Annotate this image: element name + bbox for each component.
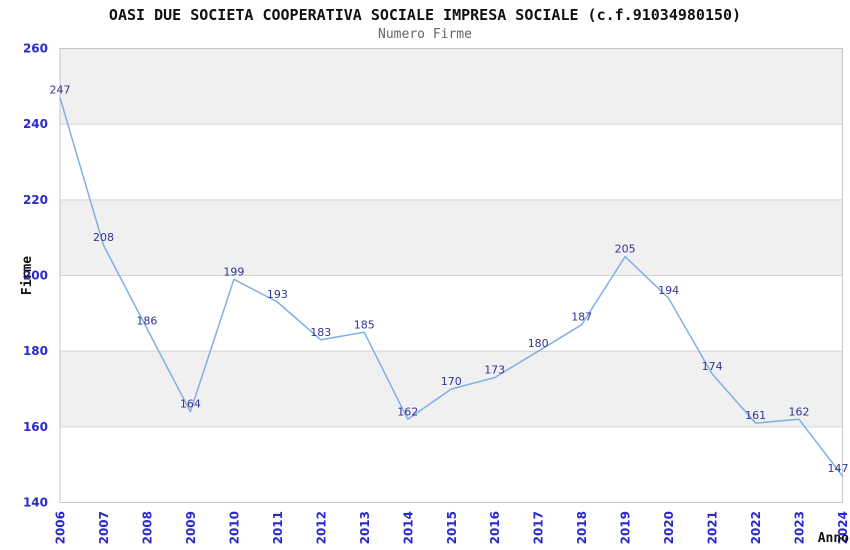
x-axis-tick: 2011 <box>271 511 285 544</box>
plot-band <box>60 48 843 125</box>
x-axis-tick: 2019 <box>619 511 633 544</box>
data-label: 164 <box>180 398 201 411</box>
x-axis-tick: 2008 <box>140 511 154 544</box>
chart-title: OASI DUE SOCIETA COOPERATIVA SOCIALE IMP… <box>108 6 742 24</box>
x-axis-tick: 2020 <box>662 511 676 544</box>
x-axis-tick: 2016 <box>488 511 502 544</box>
plot-border <box>59 48 843 503</box>
data-label: 187 <box>571 311 592 324</box>
y-axis-tick: 140 <box>23 496 48 510</box>
y-axis-tick: 200 <box>23 269 48 283</box>
x-axis-tick: 2015 <box>445 511 459 544</box>
x-axis-tick: 2018 <box>575 511 589 544</box>
data-label: 180 <box>528 337 549 350</box>
data-label: 194 <box>658 284 679 297</box>
data-label: 247 <box>50 84 71 97</box>
y-axis-tick: 240 <box>23 117 48 131</box>
chart-subtitle: Numero Firme <box>378 27 472 42</box>
x-axis-tick: 2014 <box>401 511 415 544</box>
x-axis-tick: 2006 <box>54 511 68 544</box>
data-label: 186 <box>136 315 157 328</box>
x-axis-tick: 2017 <box>532 511 546 544</box>
data-label: 193 <box>267 288 288 301</box>
plot-band <box>60 426 843 503</box>
data-label: 205 <box>615 243 636 256</box>
x-axis-tick: 2024 <box>836 511 850 544</box>
x-axis-tick: 2012 <box>314 511 328 544</box>
y-axis-tick: 160 <box>23 420 48 434</box>
plot-band <box>60 124 843 200</box>
data-label: 162 <box>789 405 810 418</box>
x-axis-tick: 2021 <box>706 511 720 544</box>
data-label: 199 <box>223 265 244 278</box>
data-label: 185 <box>354 318 375 331</box>
x-axis-tick: 2022 <box>749 511 763 544</box>
data-label: 183 <box>310 326 331 339</box>
x-axis-tick: 2007 <box>97 511 111 544</box>
y-axis-tick: 180 <box>23 344 48 358</box>
x-axis-title: Anno <box>818 531 849 546</box>
x-axis-tick: 2013 <box>358 511 372 544</box>
data-label: 162 <box>397 405 418 418</box>
data-label: 161 <box>745 409 766 422</box>
x-axis-tick: 2023 <box>793 511 807 544</box>
x-axis-tick: 2009 <box>184 511 198 544</box>
data-label: 170 <box>441 375 462 388</box>
plot-band <box>60 199 843 276</box>
data-label: 174 <box>702 360 723 373</box>
data-label: 173 <box>484 364 505 377</box>
y-axis-title: Firme <box>20 256 35 295</box>
line-series <box>59 96 844 477</box>
y-axis-tick: 260 <box>23 42 48 56</box>
y-axis-tick: 220 <box>23 193 48 207</box>
data-label: 208 <box>93 231 114 244</box>
data-label: 147 <box>828 462 849 475</box>
x-axis-tick: 2010 <box>227 511 241 544</box>
plot-band <box>60 275 843 352</box>
